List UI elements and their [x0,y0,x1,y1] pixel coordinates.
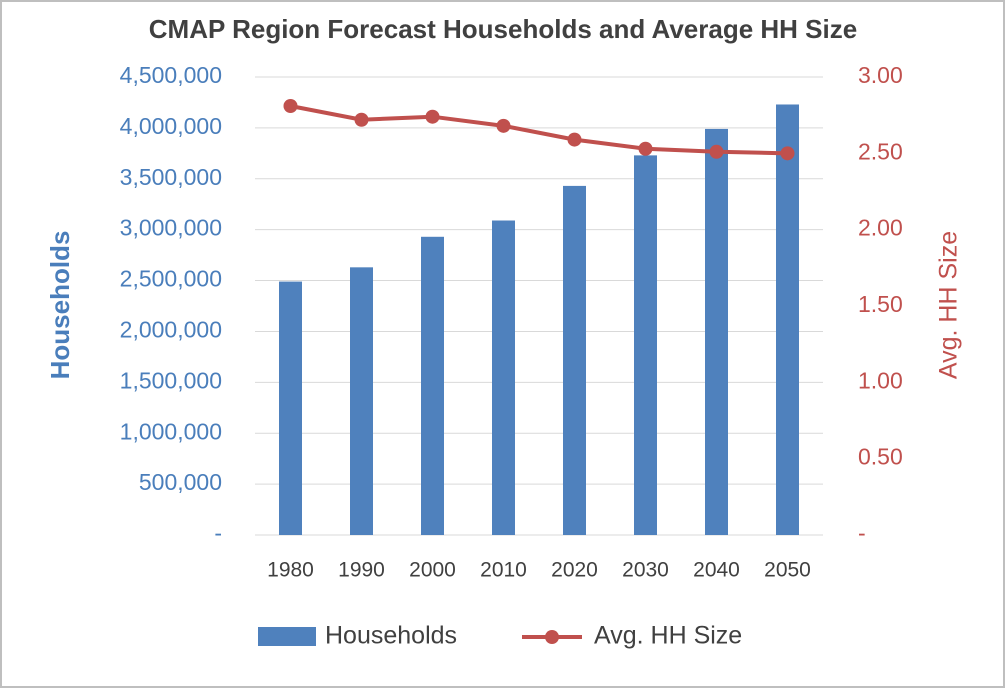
y2-tick-label: - [858,520,866,546]
legend-swatch-marker [545,630,559,644]
y2-tick-label: 2.00 [858,215,903,241]
bar [279,281,302,535]
x-tick-label: 2030 [622,559,669,582]
line-marker [283,99,298,114]
y2-tick-label: 3.00 [858,62,903,88]
y2-tick-label: 2.50 [858,138,903,164]
x-tick-label: 2050 [764,559,811,582]
y-tick-label: 4,000,000 [120,113,222,139]
x-tick-label: 2020 [551,559,598,582]
y-tick-label: 2,000,000 [120,317,222,343]
legend-swatch [258,627,316,646]
bar [350,267,373,535]
y-tick-label: 1,000,000 [120,418,222,444]
y2-tick-label: 1.00 [858,367,903,393]
y-tick-label: 500,000 [139,469,222,495]
line-marker [425,109,440,124]
chart-title: CMAP Region Forecast Households and Aver… [149,14,857,44]
line-marker [780,146,795,161]
bar [492,220,515,536]
x-tick-label: 2040 [693,559,740,582]
y-tick-label: 3,500,000 [120,164,222,190]
y-tick-label: 3,000,000 [120,215,222,241]
bar [705,128,728,535]
line-marker [496,118,511,133]
bar [634,155,657,535]
y2-tick-label: 1.50 [858,291,903,317]
bar [563,185,586,535]
y2-tick-label: 0.50 [858,444,903,470]
y-tick-label: 1,500,000 [120,367,222,393]
bar [776,104,799,535]
y2-axis-title: Avg. HH Size [935,231,963,379]
line-marker [709,144,724,159]
line [290,104,788,156]
y-tick-label: - [214,520,222,546]
x-tick-label: 1980 [267,559,314,582]
line-marker [567,132,582,147]
x-tick-label: 1990 [338,559,385,582]
legend-label: Avg. HH Size [594,622,742,650]
y-tick-label: 4,500,000 [120,62,222,88]
x-tick-label: 2000 [409,559,456,582]
line-marker [354,112,369,127]
line-marker [638,141,653,156]
y-tick-label: 2,500,000 [120,266,222,292]
y-axis-title: Households [45,231,75,380]
x-tick-label: 2010 [480,559,527,582]
legend-label: Households [325,622,457,650]
bar [421,236,444,535]
